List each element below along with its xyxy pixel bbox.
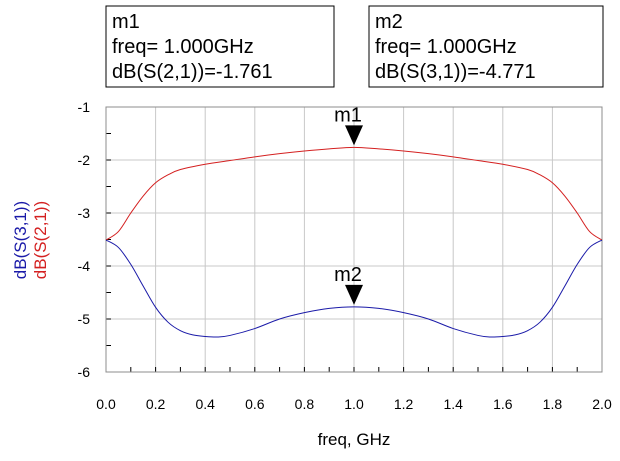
y-tick-label: -2 <box>78 152 91 168</box>
y-tick-label: -3 <box>78 205 91 221</box>
y-tick-label: -4 <box>78 258 91 274</box>
x-tick-labels: 0.0 0.2 0.4 0.6 0.8 1.0 1.2 1.4 1.6 1.8 2.0 <box>96 396 612 412</box>
x-tick-label: 0.0 <box>96 396 116 412</box>
marker-readout-m2: m2 freq= 1.000GHz dB(S(3,1))=-4.771 <box>368 5 604 88</box>
marker-label-m1: m1 <box>334 104 362 126</box>
marker-label-m2: m2 <box>334 264 362 286</box>
marker-readout-m1-freq: freq= 1.000GHz <box>112 36 254 58</box>
marker-triangle-m2[interactable] <box>345 284 363 305</box>
marker-readout-m1: m1 freq= 1.000GHz dB(S(2,1))=-1.761 <box>105 5 335 88</box>
series-line-s21 <box>105 146 603 241</box>
x-tick-label: 1.2 <box>394 396 414 412</box>
y-axis-label-s31: dB(S(3,1)) <box>11 201 30 279</box>
y-tick-label: -6 <box>78 364 91 380</box>
x-tick-label: 1.4 <box>443 396 463 412</box>
marker-readout-m2-value: dB(S(3,1))=-4.771 <box>375 61 536 83</box>
series-line-s31 <box>105 239 603 338</box>
y-tick-label: -1 <box>78 99 91 115</box>
y-tick-labels: -1 -2 -3 -4 -5 -6 <box>78 99 91 380</box>
grid <box>105 106 603 373</box>
marker-readout-m1-value: dB(S(2,1))=-1.761 <box>112 61 273 83</box>
markers: m1 m2 <box>334 104 363 305</box>
y-axis-label-s21: dB(S(2,1)) <box>31 201 50 279</box>
marker-readout-m2-name: m2 <box>375 11 403 33</box>
x-tick-label: 0.6 <box>245 396 265 412</box>
x-tick-label: 1.8 <box>543 396 563 412</box>
marker-readout-m1-name: m1 <box>112 11 140 33</box>
series <box>105 146 603 338</box>
x-tick-label: 1.6 <box>493 396 513 412</box>
x-tick-label: 2.0 <box>592 396 612 412</box>
x-tick-label: 0.4 <box>195 396 215 412</box>
marker-readout-m2-freq: freq= 1.000GHz <box>375 36 517 58</box>
x-tick-label: 0.8 <box>295 396 315 412</box>
x-tick-label: 1.0 <box>344 396 364 412</box>
x-axis-label: freq, GHz <box>318 430 391 449</box>
y-tick-label: -5 <box>78 311 91 327</box>
marker-triangle-m1[interactable] <box>345 125 363 146</box>
x-tick-label: 0.2 <box>146 396 166 412</box>
